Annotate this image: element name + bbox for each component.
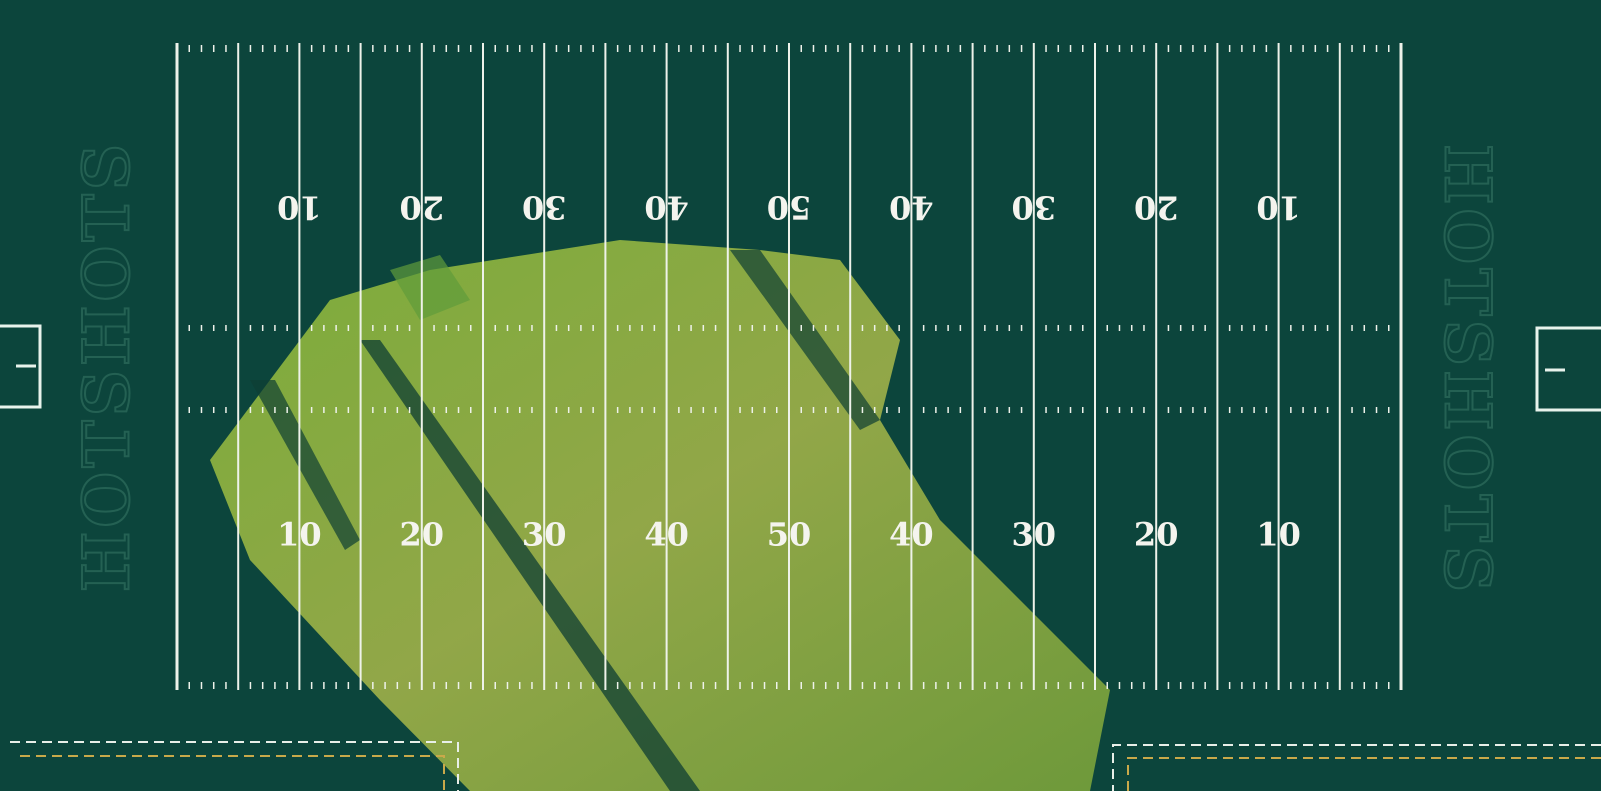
yard-number-bottom: 40	[889, 516, 934, 554]
shadow	[360, 340, 700, 791]
yard-number-top: 10	[1256, 189, 1301, 227]
yard-number-top: 20	[400, 189, 445, 227]
track-lines	[10, 741, 1601, 791]
yard-number-top: 30	[522, 189, 567, 227]
track-line	[20, 755, 445, 791]
yard-number-bottom: 10	[1256, 516, 1301, 554]
yard-number-top: 40	[889, 189, 934, 227]
end-zone-text: HOTSHOTS	[70, 140, 145, 592]
shadow	[730, 250, 880, 430]
goal-post-left	[0, 324, 42, 409]
yard-number-top: 40	[644, 189, 689, 227]
yard-number-top: 20	[1134, 189, 1179, 227]
sunlight-edge	[390, 255, 470, 320]
yard-number-top: 10	[277, 189, 322, 227]
yard-number-bottom: 40	[644, 516, 689, 554]
field-texts: 10 20 30 40 50 40 30 20 10 10 20 30 40 50 40 30 20 10 HOTS…	[69, 139, 1506, 597]
end-zone-text: HOTSHOTS	[1430, 144, 1505, 596]
track-line	[10, 741, 459, 791]
sunlight	[210, 240, 1110, 791]
yard-number-top: 50	[767, 189, 812, 227]
goal-post-right	[1535, 326, 1601, 412]
yard-number-bottom: 30	[522, 516, 567, 554]
yard-number-bottom: 20	[1134, 516, 1179, 554]
track-line	[1127, 757, 1601, 791]
track-line	[1112, 744, 1601, 791]
yard-number-bottom: 50	[767, 516, 812, 554]
goal-posts	[0, 324, 1601, 412]
yard-number-bottom: 20	[400, 516, 445, 554]
yard-number-top: 30	[1012, 189, 1057, 227]
field-lines	[175, 43, 1403, 690]
yard-number-bottom: 30	[1012, 516, 1057, 554]
yard-number-bottom: 10	[277, 516, 322, 554]
shadow	[250, 380, 360, 550]
